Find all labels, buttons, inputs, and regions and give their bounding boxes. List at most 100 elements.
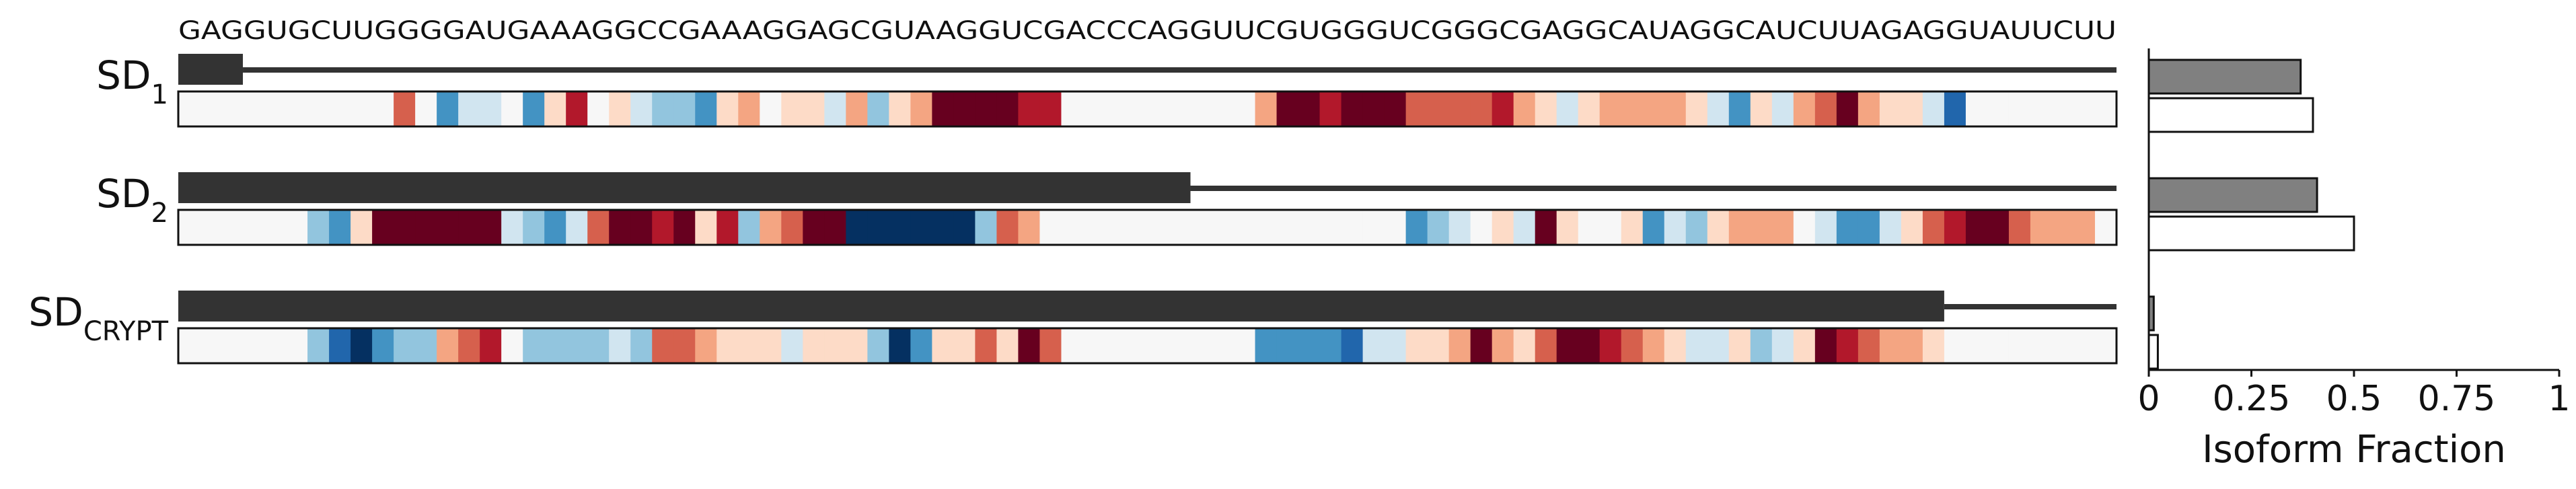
- heatmap-cell: [1427, 328, 1450, 363]
- heatmap-cell: [1728, 91, 1751, 126]
- heatmap-cell: [996, 91, 1019, 126]
- bar-predicted-3: [2147, 295, 2155, 332]
- tick-label: 0.25: [2213, 379, 2291, 419]
- heatmap-cell: [1492, 210, 1514, 245]
- heatmap-cell: [1513, 328, 1536, 363]
- heatmap-cell: [1018, 210, 1041, 245]
- heatmap-cell: [2094, 328, 2117, 363]
- heatmap-cell: [2073, 210, 2096, 245]
- heatmap-cell: [1039, 328, 1062, 363]
- heatmap-cell: [1814, 210, 1837, 245]
- heatmap-cell: [673, 210, 696, 245]
- heatmap-cell: [394, 328, 416, 363]
- row-label: SDCRYPT: [28, 289, 168, 347]
- heatmap-cell: [1685, 328, 1708, 363]
- heatmap-cell: [1642, 91, 1665, 126]
- heatmap-cell: [1298, 210, 1321, 245]
- heatmap-cell: [1578, 328, 1600, 363]
- heatmap-cell: [1341, 328, 1364, 363]
- heatmap-cell: [716, 91, 739, 126]
- bar-predicted-2: [2147, 177, 2318, 213]
- heatmap-cell: [803, 91, 825, 126]
- heatmap-cell: [200, 210, 222, 245]
- heatmap-cell: [1857, 210, 1880, 245]
- row-label-main: SD: [96, 52, 151, 98]
- heatmap-cell: [1190, 328, 1213, 363]
- heatmap-cell: [1126, 210, 1148, 245]
- heatmap-cell: [307, 328, 330, 363]
- heatmap-cell: [264, 210, 287, 245]
- heatmap-cell: [587, 210, 610, 245]
- heatmap-cell: [889, 91, 911, 126]
- heatmap-cell: [1147, 210, 1170, 245]
- heatmap-cell: [415, 91, 437, 126]
- heatmap-cell: [1965, 91, 1988, 126]
- heatmap-cell: [2030, 91, 2053, 126]
- heatmap-cell: [2008, 210, 2031, 245]
- heatmap-cell: [243, 91, 265, 126]
- heatmap-cell: [1879, 328, 1902, 363]
- heatmap-cell: [2008, 328, 2031, 363]
- sequence-row-2: SD2: [96, 171, 2118, 246]
- heatmap-cell: [867, 210, 889, 245]
- heatmap-cell: [1664, 328, 1687, 363]
- heatmap-cell: [264, 328, 287, 363]
- heatmap-cell: [1707, 91, 1730, 126]
- heatmap-frame: [177, 209, 2118, 246]
- heatmap-cell: [1061, 210, 1084, 245]
- heatmap-cell: [609, 328, 631, 363]
- heatmap-cell: [372, 91, 394, 126]
- heatmap-cell: [695, 328, 717, 363]
- heatmap-cell: [480, 91, 502, 126]
- heatmap-cell: [221, 91, 244, 126]
- heatmap-cell: [1556, 210, 1579, 245]
- heatmap-cell: [1384, 210, 1407, 245]
- heatmap-cell: [1104, 210, 1127, 245]
- heatmap-cell: [1018, 91, 1041, 126]
- heatmap-cell: [630, 91, 653, 126]
- heatmap-cell: [867, 328, 889, 363]
- heatmap-cell: [566, 91, 588, 126]
- heatmap-cell: [760, 328, 782, 363]
- heatmap-cell: [1233, 210, 1256, 245]
- heatmap-cell: [1685, 210, 1708, 245]
- heatmap-cell: [544, 91, 566, 126]
- heatmap-cell: [566, 210, 588, 245]
- row-label: SD1: [96, 52, 168, 110]
- heatmap-cell: [1642, 328, 1665, 363]
- heatmap-cell: [1901, 210, 1923, 245]
- heatmap-cell: [1233, 91, 1256, 126]
- heatmap-cell: [1341, 91, 1364, 126]
- heatmap-cell: [1341, 210, 1364, 245]
- heatmap-cell: [781, 91, 803, 126]
- heatmap-cell: [1492, 91, 1514, 126]
- heatmap-cell: [1944, 210, 1966, 245]
- heatmap-cell: [824, 328, 846, 363]
- heatmap-cell: [803, 210, 825, 245]
- heatmap-cell: [1728, 328, 1751, 363]
- heatmap-cell: [1384, 328, 1407, 363]
- heatmap-cell: [1987, 91, 2010, 126]
- heatmap-cell: [243, 328, 265, 363]
- heatmap-cell: [1965, 328, 1988, 363]
- heatmap-cell: [1147, 91, 1170, 126]
- heatmap-cell: [1082, 210, 1105, 245]
- heatmap-cell: [1405, 328, 1428, 363]
- heatmap-cell: [221, 210, 244, 245]
- heatmap-cell: [1771, 210, 1794, 245]
- sequence-row-3: SDCRYPT: [28, 289, 2118, 365]
- heatmap-cell: [824, 91, 846, 126]
- heatmap-cell: [264, 91, 287, 126]
- heatmap-cell: [1255, 91, 1278, 126]
- heatmap-cell: [351, 91, 373, 126]
- heatmap-cell: [1212, 210, 1235, 245]
- heatmap-cell: [437, 210, 459, 245]
- heatmap-cell: [2073, 91, 2096, 126]
- heatmap-cell: [1427, 91, 1450, 126]
- heatmap-cell: [1082, 91, 1105, 126]
- heatmap-cell: [1104, 328, 1127, 363]
- heatmap-cell: [1212, 328, 1235, 363]
- heatmap-cell: [910, 91, 932, 126]
- heatmap-cell: [673, 91, 696, 126]
- exon-block: [178, 54, 244, 85]
